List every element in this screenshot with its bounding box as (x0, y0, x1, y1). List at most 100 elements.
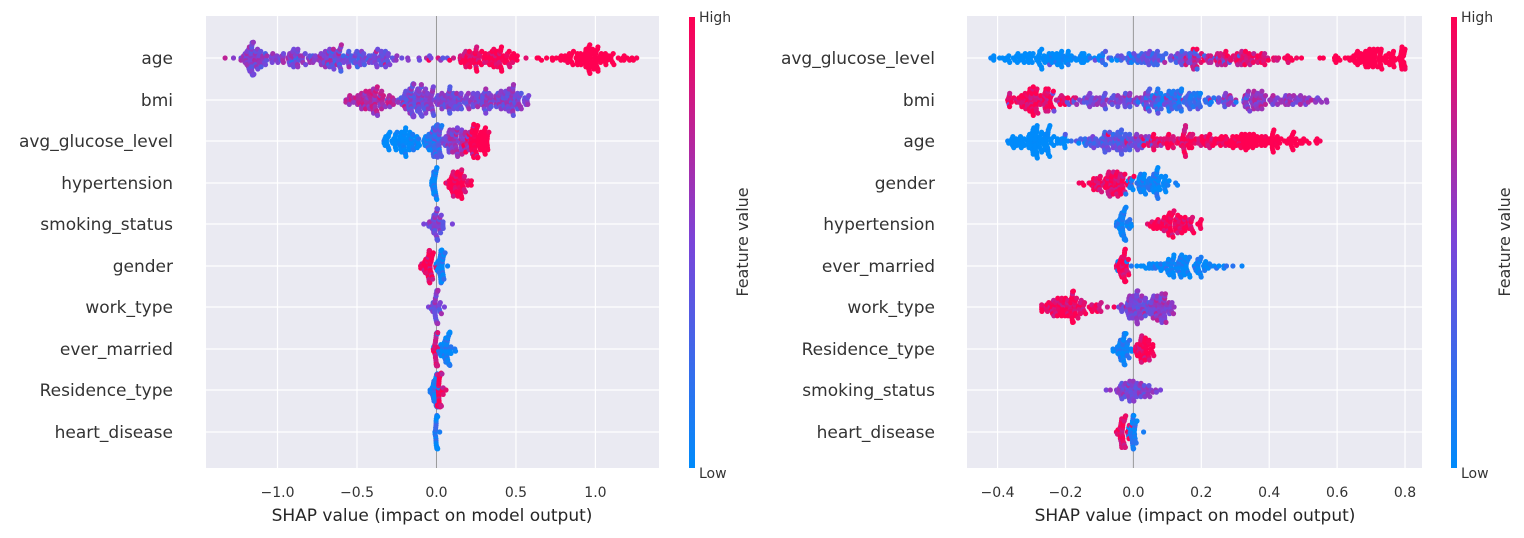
shap-point (447, 362, 453, 368)
beeswarm-row-work_type (425, 287, 447, 327)
shap-point (1075, 315, 1081, 321)
shap-point (1107, 387, 1113, 393)
shap-point (1106, 147, 1112, 153)
shap-point (474, 44, 480, 50)
shap-point (427, 280, 433, 286)
x-tick-label: −0.2 (1048, 485, 1082, 501)
shap-point (518, 90, 524, 96)
shap-point (1034, 86, 1040, 92)
shap-point (587, 70, 593, 76)
shap-point (331, 66, 337, 72)
shap-point (499, 68, 505, 74)
shap-point (1198, 217, 1204, 223)
shap-point (1141, 171, 1147, 177)
shap-point (421, 221, 427, 227)
shap-point (439, 371, 445, 377)
shap-point (405, 57, 411, 63)
shap-point (1128, 223, 1134, 229)
feature-label: gender (875, 174, 935, 194)
colorbar-gradient (689, 17, 695, 468)
shap-point (280, 59, 286, 65)
x-tick-label: 1.0 (584, 485, 606, 501)
dots-layer (222, 39, 640, 452)
shap-point (1151, 353, 1157, 359)
shap-point (387, 129, 393, 135)
feature-label: bmi (141, 91, 173, 111)
shap-point (438, 230, 444, 236)
shap-point (1146, 108, 1152, 114)
shap-point (470, 90, 476, 96)
shap-point (1083, 311, 1089, 317)
shap-point (394, 53, 400, 59)
feature-label: age (903, 132, 935, 152)
shap-point (423, 110, 429, 116)
shap-point (611, 62, 617, 68)
shap-point (439, 123, 445, 129)
shap-point (1170, 234, 1176, 240)
shap-point (1178, 108, 1184, 114)
shap-point (1126, 355, 1132, 361)
shap-point (1070, 288, 1076, 294)
shap-point (475, 154, 481, 160)
shap-point (1127, 337, 1133, 343)
shap-point (1239, 263, 1245, 269)
shap-point (1130, 187, 1136, 193)
shap-point (1097, 173, 1103, 179)
x-tick-label: 0.2 (1190, 485, 1212, 501)
shap-point (595, 68, 601, 74)
shap-point (498, 44, 505, 50)
shap-point (416, 57, 423, 63)
beeswarm-row-smoking_status (421, 206, 455, 243)
feature-label: heart_disease (817, 423, 935, 443)
shap-point (1189, 214, 1196, 220)
shap-point (1277, 140, 1283, 146)
shap-point (485, 147, 491, 153)
shap-point (443, 387, 449, 393)
shap-point (291, 46, 297, 52)
shap-point (1208, 99, 1214, 105)
shap-point (448, 350, 454, 356)
shap-point (1147, 86, 1153, 92)
x-tick-label: 0.4 (1258, 485, 1280, 501)
shap-point (1158, 90, 1164, 96)
shap-point (251, 71, 257, 77)
shap-point (475, 123, 481, 129)
shap-point (434, 165, 440, 171)
shap-point (428, 55, 434, 61)
shap-point (375, 46, 381, 52)
shap-point (1245, 88, 1252, 94)
shap-point (441, 304, 447, 310)
shap-point (1074, 101, 1080, 107)
shap-point (483, 110, 489, 116)
shap-point (449, 221, 455, 227)
shap-point (295, 46, 301, 52)
shap-point (390, 101, 396, 107)
feature-label: avg_glucose_level (19, 132, 173, 152)
shap-point (430, 250, 436, 256)
shap-point (346, 101, 352, 107)
shap-point (411, 81, 417, 87)
shap-point (361, 62, 367, 68)
shap-point (450, 149, 456, 155)
shap-point (482, 151, 488, 157)
shap-point (475, 90, 481, 96)
shap-point (634, 55, 640, 61)
shap-point (1073, 295, 1080, 301)
shap-point (380, 93, 386, 99)
colorbar-title: Feature value (1495, 187, 1514, 296)
feature-labels: age bmi avg_glucose_level hypertension smoki… (19, 49, 173, 443)
shap-point (447, 110, 453, 116)
shap-point (1391, 64, 1397, 70)
shap-point (483, 86, 489, 92)
shap-point (426, 247, 433, 254)
shap-point (1047, 153, 1053, 159)
shap-point (1081, 182, 1087, 188)
shap-point (1051, 108, 1057, 114)
shap-point (1127, 147, 1133, 153)
shap-point (1081, 300, 1088, 306)
shap-point (435, 320, 441, 327)
shap-point (1150, 342, 1156, 348)
shap-point (1271, 127, 1277, 133)
shap-point (1154, 62, 1160, 68)
shap-point (1270, 149, 1276, 155)
